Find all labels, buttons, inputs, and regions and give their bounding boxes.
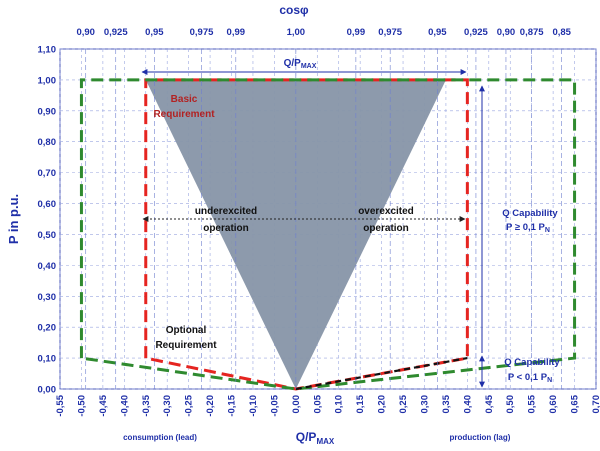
x-tick-label: -0,55 <box>55 394 66 416</box>
qcap-high-label-1: Q Capability <box>502 208 558 219</box>
x-tick-label: -0,10 <box>248 395 259 417</box>
y-tick-label: 0,00 <box>38 385 57 396</box>
top-axis-title: cosφ <box>279 3 309 17</box>
basic-requirement-label-2: Requirement <box>153 109 215 120</box>
cosphi-tick-label: 0,975 <box>378 27 402 38</box>
basic-requirement-label-1: Basic <box>171 94 198 105</box>
cosphi-tick-label: 0,90 <box>76 27 95 38</box>
x-tick-label: 0,30 <box>419 395 430 414</box>
x-tick-label: 0,10 <box>334 395 345 414</box>
y-tick-labels: 0,00 0,10 0,20 0,30 0,40 0,50 0,60 0,70 0,80 0,90… <box>38 45 57 396</box>
overexcited-label-2: operation <box>363 223 409 234</box>
cosphi-tick-label: 0,85 <box>552 27 571 38</box>
optional-requirement-label-2: Requirement <box>155 340 217 351</box>
cosphi-tick-label: 0,99 <box>347 27 366 38</box>
x-tick-label: 0,25 <box>398 394 409 413</box>
x-tick-label: 0,20 <box>377 395 388 414</box>
y-tick-label: 0,70 <box>38 168 57 179</box>
qcap-high-label-2: P ≥ 0,1 PN <box>506 222 550 234</box>
series-line-1 <box>144 78 469 391</box>
x-tick-labels: -0,55 -0,50 -0,45 -0,40 -0,35 -0,30 -0,25 -0,20… <box>55 394 600 416</box>
series-layer <box>79 78 577 391</box>
qcap-low-label-2: P < 0,1 PN <box>508 372 552 384</box>
y-tick-label: 0,50 <box>38 230 57 241</box>
x-tick-label: 0,65 <box>570 394 581 413</box>
cosphi-tick-label: 0,95 <box>428 27 447 38</box>
x-tick-label: 0,15 <box>355 394 366 413</box>
cosphi-tick-label: 0,925 <box>104 27 128 38</box>
cosphi-tick-label: 0,925 <box>464 27 488 38</box>
cosphi-tick-label: 1,00 <box>287 27 306 38</box>
cosphi-tick-label: 0,975 <box>190 27 214 38</box>
underexcited-label-1: underexcited <box>195 206 257 217</box>
y-tick-label: 0,20 <box>38 323 57 334</box>
x-tick-label: -0,30 <box>162 395 173 417</box>
y-axis-title: P in p.u. <box>6 194 21 244</box>
y-tick-label: 1,10 <box>38 45 57 56</box>
x-tick-label: 0,60 <box>548 395 559 414</box>
horizontal-grid <box>60 48 596 390</box>
x-tick-label: 0,45 <box>484 394 495 413</box>
x-tick-label: -0,35 <box>141 394 152 416</box>
series-line-2 <box>79 78 577 391</box>
overexcited-label-1: overexcited <box>358 206 414 217</box>
x-tick-label: 0,40 <box>462 395 473 414</box>
y-tick-label: 0,80 <box>38 137 57 148</box>
cosphi-tick-label: 0,875 <box>520 27 544 38</box>
cosphi-tick-label: 0,90 <box>497 27 516 38</box>
y-tick-label: 0,10 <box>38 354 57 365</box>
cosphi-tick-label: 0,95 <box>145 27 164 38</box>
y-tick-label: 0,90 <box>38 106 57 117</box>
x-tick-label: -0,25 <box>184 394 195 416</box>
x-right-caption: production (lag) <box>450 433 511 442</box>
x-tick-label: 0,35 <box>441 394 452 413</box>
cosphi-tick-label: 0,99 <box>227 27 246 38</box>
x-tick-label: 0,50 <box>505 395 516 414</box>
underexcited-label-2: operation <box>203 223 249 234</box>
qpmax-span-label: Q/PMAX <box>284 58 317 70</box>
x-tick-label: -0,15 <box>227 394 238 416</box>
x-tick-label: 0,55 <box>527 394 538 413</box>
y-tick-label: 1,00 <box>38 75 57 86</box>
x-axis-title: Q/PMAX <box>296 430 335 446</box>
x-tick-label: -0,45 <box>98 394 109 416</box>
x-tick-label: -0,05 <box>269 394 280 416</box>
x-tick-label: 0,00 <box>291 395 302 414</box>
optional-requirement-label-1: Optional <box>166 325 207 336</box>
x-tick-label: 0,70 <box>591 395 600 414</box>
x-tick-label: -0,50 <box>76 395 87 417</box>
qcap-low-label-1: Q Capability <box>504 357 560 368</box>
x-tick-label: 0,05 <box>312 394 323 413</box>
y-tick-label: 0,60 <box>38 199 57 210</box>
y-tick-label: 0,30 <box>38 292 57 303</box>
x-left-caption: consumption (lead) <box>123 433 197 442</box>
series-line-3 <box>295 357 468 391</box>
x-tick-label: -0,20 <box>205 395 216 417</box>
y-tick-label: 0,40 <box>38 261 57 272</box>
x-tick-label: -0,40 <box>119 395 130 417</box>
